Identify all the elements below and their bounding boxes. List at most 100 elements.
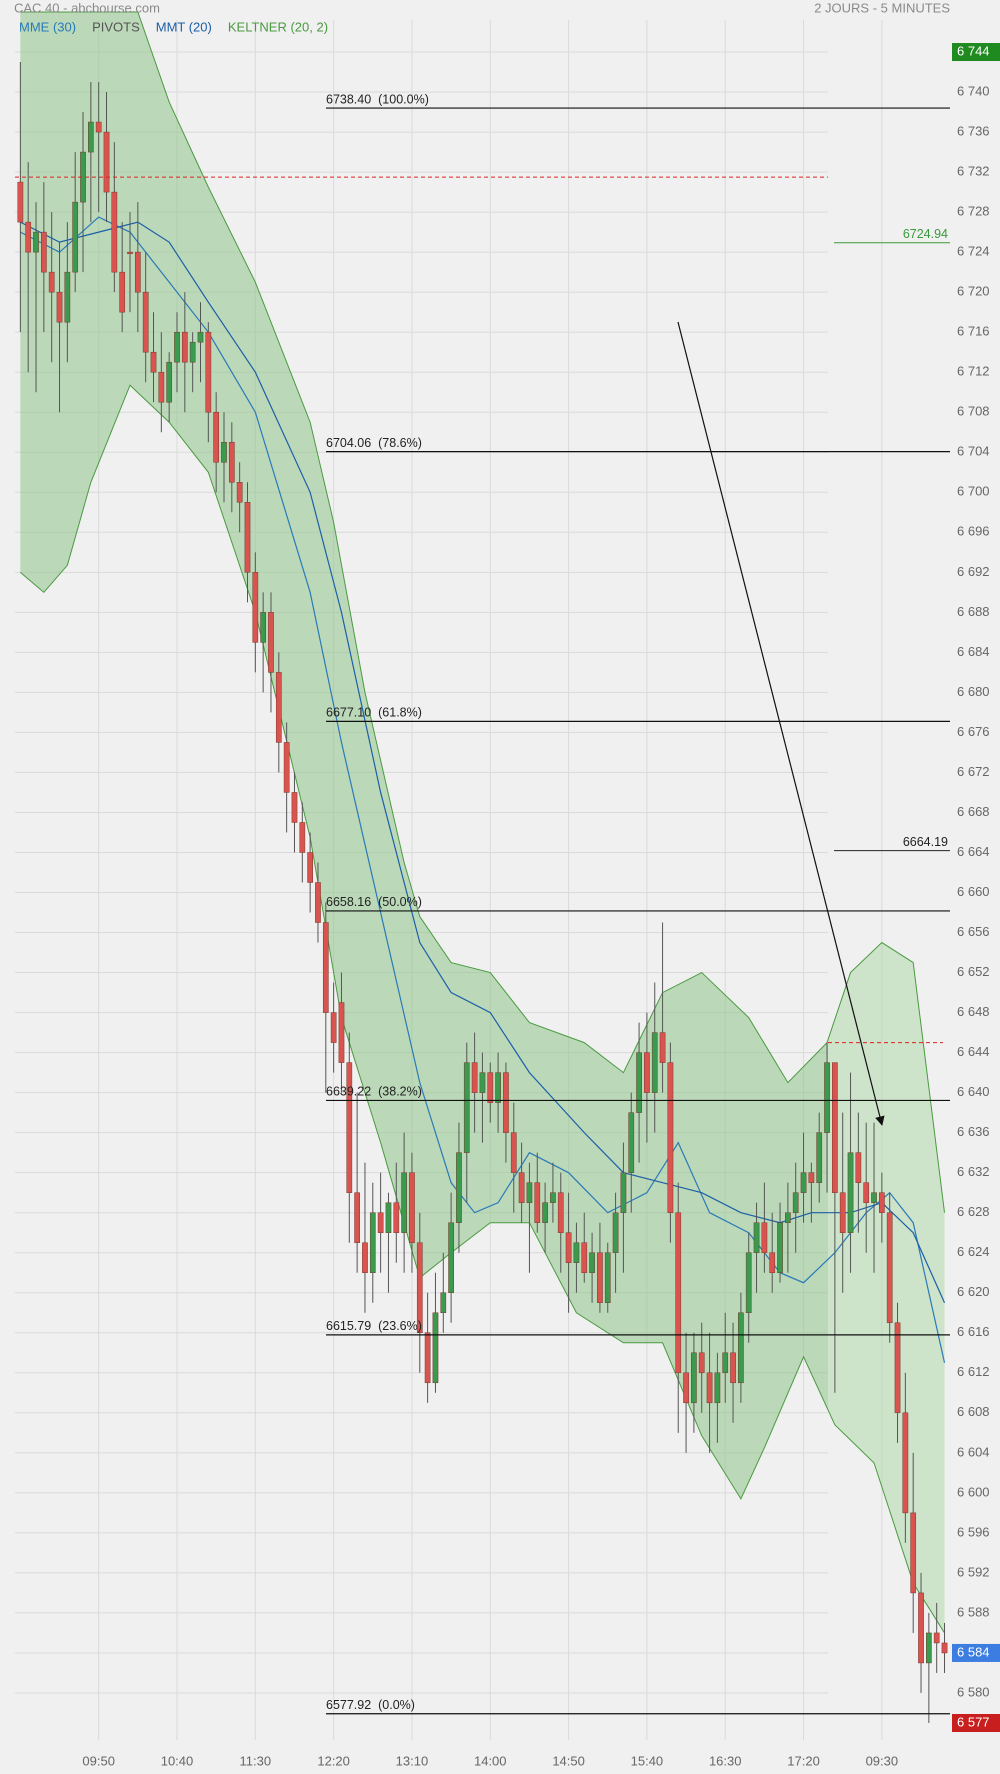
candle-body [510,1132,517,1173]
y-tick-label: 6 696 [957,524,990,539]
candle-body [487,1072,494,1103]
candle-body [268,612,274,673]
legend-entry: KELTNER (20, 2) [228,19,328,34]
y-tick-label: 6 660 [957,884,990,899]
candle-body [17,181,24,223]
fibonacci-label: 6658.16 (50.0%) [326,895,422,909]
candle-body [338,1002,345,1063]
candle-body [95,121,102,133]
price-badge-label: 6 584 [957,1644,990,1659]
keltner-line [20,384,945,1634]
candle-body [354,1192,360,1243]
candle-body [550,1192,556,1203]
candle-body [933,1632,940,1644]
candle-body [158,371,165,403]
candle-body [792,1192,799,1213]
candle-body [299,822,306,853]
x-tick-label: 10:40 [161,1753,194,1768]
legend-entry: MME (30) [19,19,76,34]
candle-body [275,672,282,743]
y-tick-label: 6 608 [957,1404,990,1419]
y-tick-label: 6 644 [957,1044,990,1059]
level-label: 6664.19 [903,835,948,849]
candles [17,62,948,1723]
y-tick-label: 6 648 [957,1004,990,1019]
price-badge-label: 6 744 [957,43,990,58]
candle-body [307,852,313,883]
candle-body [542,1202,548,1223]
candle-body [847,1152,854,1233]
candle-body [471,1062,478,1093]
axis: 6 580 6 584 6 588 6 592 6 596 6 600 6 604 6 608… [82,43,1000,1768]
candle-body [518,1172,525,1203]
candle-body [722,1352,729,1374]
candle-body [260,612,266,643]
candle-body [221,441,227,463]
candle-body [565,1232,572,1263]
fibonacci-label: 6677.10 (61.8%) [326,706,422,720]
candle-body [651,1032,658,1093]
keltner-line [20,11,946,1213]
y-tick-label: 6 628 [957,1204,990,1219]
keltner-band [20,11,946,1634]
y-tick-label: 6 708 [957,404,990,419]
candle-body [330,1012,337,1043]
candle-body [785,1212,791,1223]
candle-body [127,251,133,254]
candle-body [362,1242,368,1273]
y-tick-label: 6 684 [957,644,990,659]
candle-body [597,1252,603,1303]
candle-body [918,1592,924,1664]
x-tick-label: 13:10 [396,1753,429,1768]
y-tick-label: 6 636 [957,1124,990,1139]
candle-body [87,121,94,153]
candle-body [166,361,173,403]
y-tick-label: 6 596 [957,1524,990,1539]
candle-body [236,482,243,503]
fibonacci-label: 6577.92 (0.0%) [326,1698,415,1712]
y-tick-label: 6 620 [957,1284,990,1299]
legend-entry: PIVOTS [92,19,140,34]
candle-body [33,231,39,253]
candle-body [604,1252,611,1303]
candle-body [769,1252,776,1273]
y-tick-label: 6 652 [957,964,990,979]
candle-body [612,1212,619,1253]
y-tick-label: 6 672 [957,764,990,779]
candle-body [150,351,157,373]
candle-body [205,331,212,413]
y-tick-label: 6 624 [957,1244,990,1259]
y-tick-label: 6 588 [957,1604,990,1619]
chart-title: CAC 40 - abcbourse.com [14,0,160,15]
levels: 6738.40 (100.0%) 6704.06 (78.6%) 6677.10 (… [15,92,950,1715]
candle-body [252,572,259,643]
candle-body [526,1182,533,1203]
legend: MME (30) PIVOTS MMT (20) KELTNER (20, 2) [19,19,328,34]
y-tick-label: 6 720 [957,284,990,299]
candle-body [409,1172,415,1243]
y-tick-label: 6 604 [957,1444,990,1459]
candle-body [753,1222,760,1253]
candle-body [440,1292,447,1314]
x-tick-label: 17:20 [787,1753,820,1768]
candle-body [56,291,63,323]
y-tick-label: 6 592 [957,1564,990,1579]
candle-body [667,1062,674,1213]
y-tick-label: 6 664 [957,844,990,859]
candle-body [926,1632,932,1664]
candle-body [424,1332,431,1384]
x-tick-label: 09:30 [866,1753,899,1768]
y-tick-label: 6 704 [957,444,990,459]
candle-body [174,331,180,363]
level-label: 6724.94 [903,227,948,241]
price-badge [952,43,1000,62]
candle-body [503,1072,509,1133]
candle-body [111,191,118,273]
candle-body [64,271,71,323]
candle-body [463,1062,470,1153]
candle-body [589,1252,595,1273]
candle-body [72,201,79,273]
candle-body [369,1212,376,1273]
candle-body [808,1172,815,1183]
